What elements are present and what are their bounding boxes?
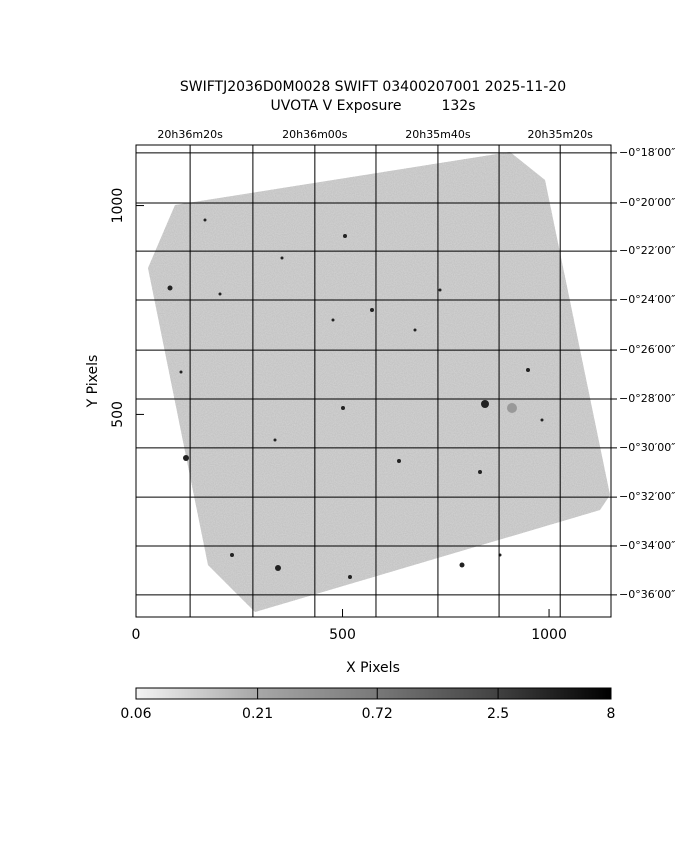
plot-frame (135, 144, 612, 618)
colorbar-tick-label: 8 (607, 706, 616, 722)
dec-tick-label: −0°22′00″ (619, 244, 675, 257)
dec-tick-label: −0°20′00″ (619, 196, 675, 209)
y-axis-label: Y Pixels (85, 355, 101, 409)
ra-tick-label: 20h35m20s (527, 128, 593, 141)
x-tick-label: 500 (329, 627, 356, 643)
colorbar-tick-label: 2.5 (487, 706, 509, 722)
y-tick-label: 500 (110, 401, 126, 428)
ra-tick-label: 20h35m40s (405, 128, 471, 141)
x-tick-label: 0 (132, 627, 141, 643)
image-footprint (148, 152, 610, 612)
dec-tick-label: −0°36′00″ (619, 588, 675, 601)
y-tick-label: 1000 (110, 188, 126, 224)
chart-subtitle: UVOTA V Exposure 132s (271, 98, 476, 114)
dec-tick-label: −0°32′00″ (619, 490, 675, 503)
chart-title: SWIFTJ2036D0M0028 SWIFT 03400207001 2025… (180, 79, 566, 95)
dec-tick-label: −0°28′00″ (619, 392, 675, 405)
colorbar (135, 687, 612, 700)
dec-tick-label: −0°34′00″ (619, 539, 675, 552)
dec-tick-label: −0°18′00″ (619, 146, 675, 159)
ra-tick-label: 20h36m20s (157, 128, 223, 141)
colorbar-tick-label: 0.21 (242, 706, 273, 722)
dec-tick-label: −0°26′00″ (619, 343, 675, 356)
x-axis-label: X Pixels (346, 660, 400, 676)
colorbar-tick-label: 0.06 (120, 706, 151, 722)
dec-tick-label: −0°24′00″ (619, 293, 675, 306)
x-tick-label: 1000 (531, 627, 567, 643)
ra-tick-label: 20h36m00s (282, 128, 348, 141)
colorbar-tick-label: 0.72 (362, 706, 393, 722)
dec-tick-label: −0°30′00″ (619, 441, 675, 454)
